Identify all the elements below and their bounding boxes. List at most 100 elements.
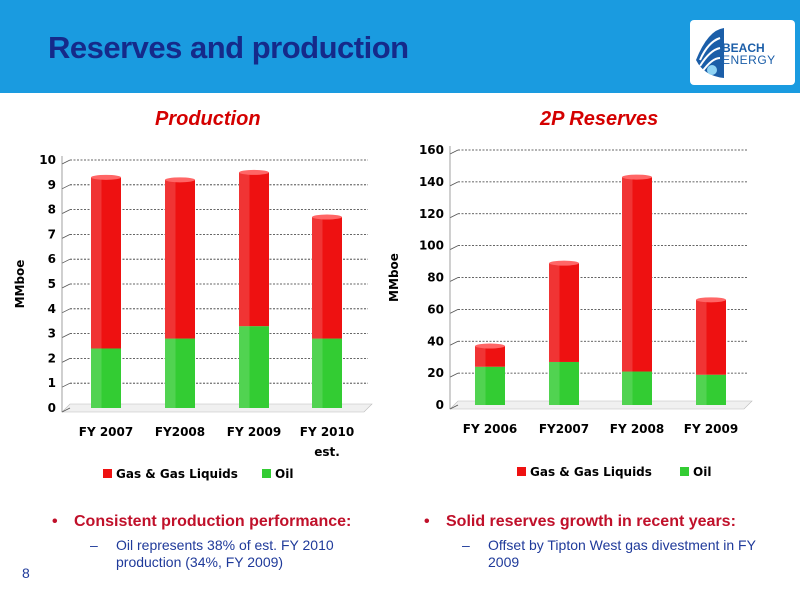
production-tick [61, 159, 71, 165]
production-tick-label: 4 [48, 302, 56, 316]
reserves-tick-label: 160 [419, 143, 444, 157]
beach-energy-logo-icon [690, 20, 795, 85]
production-tick-label: 10 [39, 153, 56, 167]
production-tick-label: 2 [48, 351, 56, 365]
reserves-tick [449, 372, 459, 378]
reserves-tick [449, 277, 459, 282]
reserves-tick [449, 181, 459, 187]
production-tick [61, 283, 71, 289]
production-tick [61, 209, 71, 214]
reserves-tick-label: 120 [419, 207, 444, 221]
reserves-bar-oil [696, 374, 726, 405]
production-legend-swatch [262, 469, 271, 478]
reserves-bar-gas [622, 177, 652, 372]
page-number: 8 [22, 565, 30, 581]
reserves-bar-cap [696, 297, 726, 303]
right-sub-bullet: – Offset by Tipton West gas divestment i… [462, 537, 782, 577]
production-legend-label: Oil [275, 467, 293, 481]
reserves-tick [449, 309, 459, 314]
production-tick-label: 8 [48, 203, 56, 217]
logo-wordmark: BEACH ENERGY [722, 42, 776, 66]
reserves-tick-label: 100 [419, 239, 444, 253]
reserves-bar-gas [696, 299, 726, 375]
production-floor [61, 403, 373, 413]
production-bar-cap [239, 169, 269, 175]
logo-line-1: BEACH [722, 41, 765, 55]
production-tick-label: 1 [48, 376, 56, 390]
reserves-bar-oil [622, 371, 652, 405]
production-category-sublabel: est. [314, 445, 340, 459]
reserves-legend-label: Oil [693, 465, 711, 479]
reserves-tick-label: 140 [419, 175, 444, 189]
production-tick [61, 358, 71, 363]
production-legend-swatch [103, 469, 112, 478]
production-tick [61, 184, 71, 190]
production-tick-label: 9 [48, 178, 56, 192]
reserves-tick [449, 404, 459, 410]
reserves-bar-cap [549, 260, 579, 266]
reserves-bar-cap [622, 174, 652, 180]
left-bullet: • Consistent production performance: [52, 513, 351, 531]
reserves-bar-oil [549, 361, 579, 405]
reserves-legend-swatch [517, 467, 526, 476]
production-bar-oil [239, 326, 269, 408]
production-category-label: FY 2010 [300, 425, 354, 439]
left-sub-text: Oil represents 38% of est. FY 2010 produ… [116, 537, 334, 570]
reserves-tick-label: 40 [427, 334, 444, 348]
production-category-label: FY 2009 [227, 425, 281, 439]
reserves-tick [449, 213, 459, 219]
dash-icon: – [90, 537, 98, 553]
reserves-tick-label: 20 [427, 366, 444, 380]
reserves-tick [449, 149, 459, 155]
production-bar-oil [165, 338, 195, 408]
production-tick [61, 407, 71, 413]
production-category-label: FY2008 [155, 425, 205, 439]
production-tick-label: 0 [48, 401, 56, 415]
reserves-category-label: FY2007 [539, 422, 589, 436]
production-tick-label: 6 [48, 252, 56, 266]
production-tick-label: 3 [48, 327, 56, 341]
reserves-category-label: FY 2008 [610, 422, 664, 436]
reserves-tick [449, 340, 459, 346]
dash-icon: – [462, 537, 470, 553]
reserves-bar-cap [475, 343, 505, 349]
production-bar-cap [312, 214, 342, 220]
production-category-label: FY 2007 [79, 425, 133, 439]
production-bar-cap [165, 177, 195, 183]
page-title: Reserves and production [48, 30, 409, 65]
reserves-tick-label: 0 [436, 398, 444, 412]
reserves-legend-label: Gas & Gas Liquids [530, 465, 652, 479]
production-legend-label: Gas & Gas Liquids [116, 467, 238, 481]
production-tick [61, 234, 71, 239]
header-bar [0, 0, 800, 93]
production-tick [61, 333, 71, 338]
left-sub-bullet: – Oil represents 38% of est. FY 2010 pro… [90, 537, 390, 577]
bullet-dot-icon: • [52, 513, 58, 530]
production-bar-gas [91, 177, 121, 349]
reserves-bar-gas [475, 346, 505, 367]
production-chart-title: Production [155, 108, 261, 130]
reserves-y-axis-label: MMboe [387, 253, 401, 302]
right-bullet: • Solid reserves growth in recent years: [424, 513, 736, 531]
reserves-tick-label: 60 [427, 302, 444, 316]
production-tick [61, 308, 71, 314]
reserves-tick-label: 80 [427, 271, 444, 285]
production-bar-gas [165, 179, 195, 339]
left-bullet-text: Consistent production performance: [74, 513, 352, 530]
production-tick-label: 5 [48, 277, 56, 291]
production-y-axis-label: MMboe [13, 260, 27, 309]
reserves-floor [449, 400, 753, 410]
production-bar-gas [239, 172, 269, 327]
bullet-dot-icon: • [424, 513, 430, 530]
reserves-category-label: FY 2009 [684, 422, 738, 436]
reserves-bar-gas [549, 263, 579, 362]
production-bar-cap [91, 174, 121, 180]
production-bar-oil [312, 338, 342, 408]
reserves-legend-swatch [680, 467, 689, 476]
production-tick-label: 7 [48, 227, 56, 241]
production-tick [61, 382, 71, 388]
reserves-chart-title: 2P Reserves [540, 108, 659, 130]
production-bar-gas [312, 217, 342, 339]
right-sub-text: Offset by Tipton West gas divestment in … [488, 537, 756, 570]
reserves-chart: 0 20 40 60 80 100 120 140 160 MMboe FY 2006 FY2007 F… [387, 143, 753, 479]
